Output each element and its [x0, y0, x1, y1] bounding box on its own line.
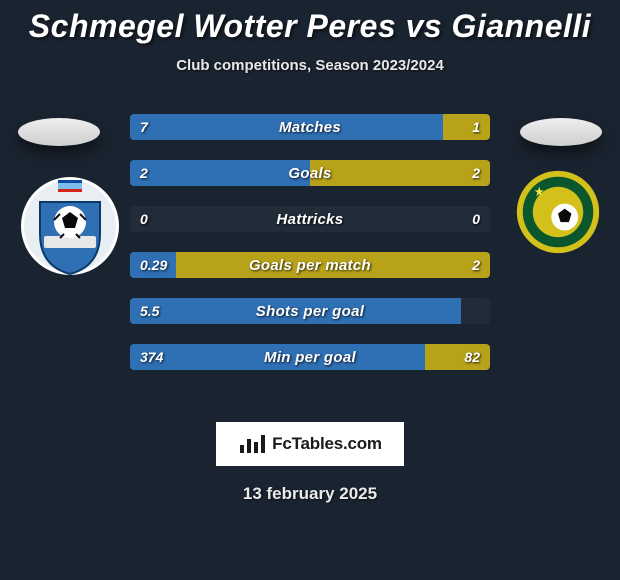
stat-label: Min per goal: [130, 344, 490, 370]
team-crest-left: [20, 176, 120, 276]
source-label: FcTables.com: [272, 434, 382, 454]
stat-value-left: 0: [130, 206, 158, 232]
stat-row: Hattricks0 0: [130, 206, 490, 232]
stat-value-right: 2: [462, 252, 490, 278]
comparison-arena: Matches71Goals22Hattricks00Goals per mat…: [0, 114, 620, 404]
shield-icon: [20, 176, 120, 276]
stat-label: Goals per match: [130, 252, 490, 278]
stat-label: Hattricks: [130, 206, 490, 232]
page-title: Schmegel Wotter Peres vs Giannelli: [0, 0, 620, 45]
round-crest-icon: [516, 170, 600, 254]
stat-label: Matches: [130, 114, 490, 140]
stat-value-left: 5.5: [130, 298, 169, 324]
source-badge: FcTables.com: [216, 422, 404, 466]
stat-row: Goals2 2: [130, 160, 490, 186]
team-crest-right: [516, 170, 600, 254]
stat-row: Matches7 1: [130, 114, 490, 140]
stat-value-left: 2: [130, 160, 158, 186]
stat-value-right: 0: [462, 206, 490, 232]
stat-value-right: [470, 298, 490, 324]
stat-value-left: 7: [130, 114, 158, 140]
stat-row: Min per goal374 82: [130, 344, 490, 370]
stat-row: Shots per goal5.5: [130, 298, 490, 324]
stat-row: Goals per match0.29 2: [130, 252, 490, 278]
stat-value-left: 374: [130, 344, 173, 370]
subtitle: Club competitions, Season 2023/2024: [0, 57, 620, 74]
flag-right: [520, 118, 602, 146]
stat-label: Goals: [130, 160, 490, 186]
stat-value-right: 1: [462, 114, 490, 140]
stat-bars: Matches71Goals22Hattricks00Goals per mat…: [130, 114, 490, 370]
bars-icon: [238, 433, 266, 455]
stat-value-right: 82: [454, 344, 490, 370]
stat-label: Shots per goal: [130, 298, 490, 324]
flag-left: [18, 118, 100, 146]
stat-value-left: 0.29: [130, 252, 177, 278]
stat-value-right: 2: [462, 160, 490, 186]
date-label: 13 february 2025: [0, 484, 620, 504]
